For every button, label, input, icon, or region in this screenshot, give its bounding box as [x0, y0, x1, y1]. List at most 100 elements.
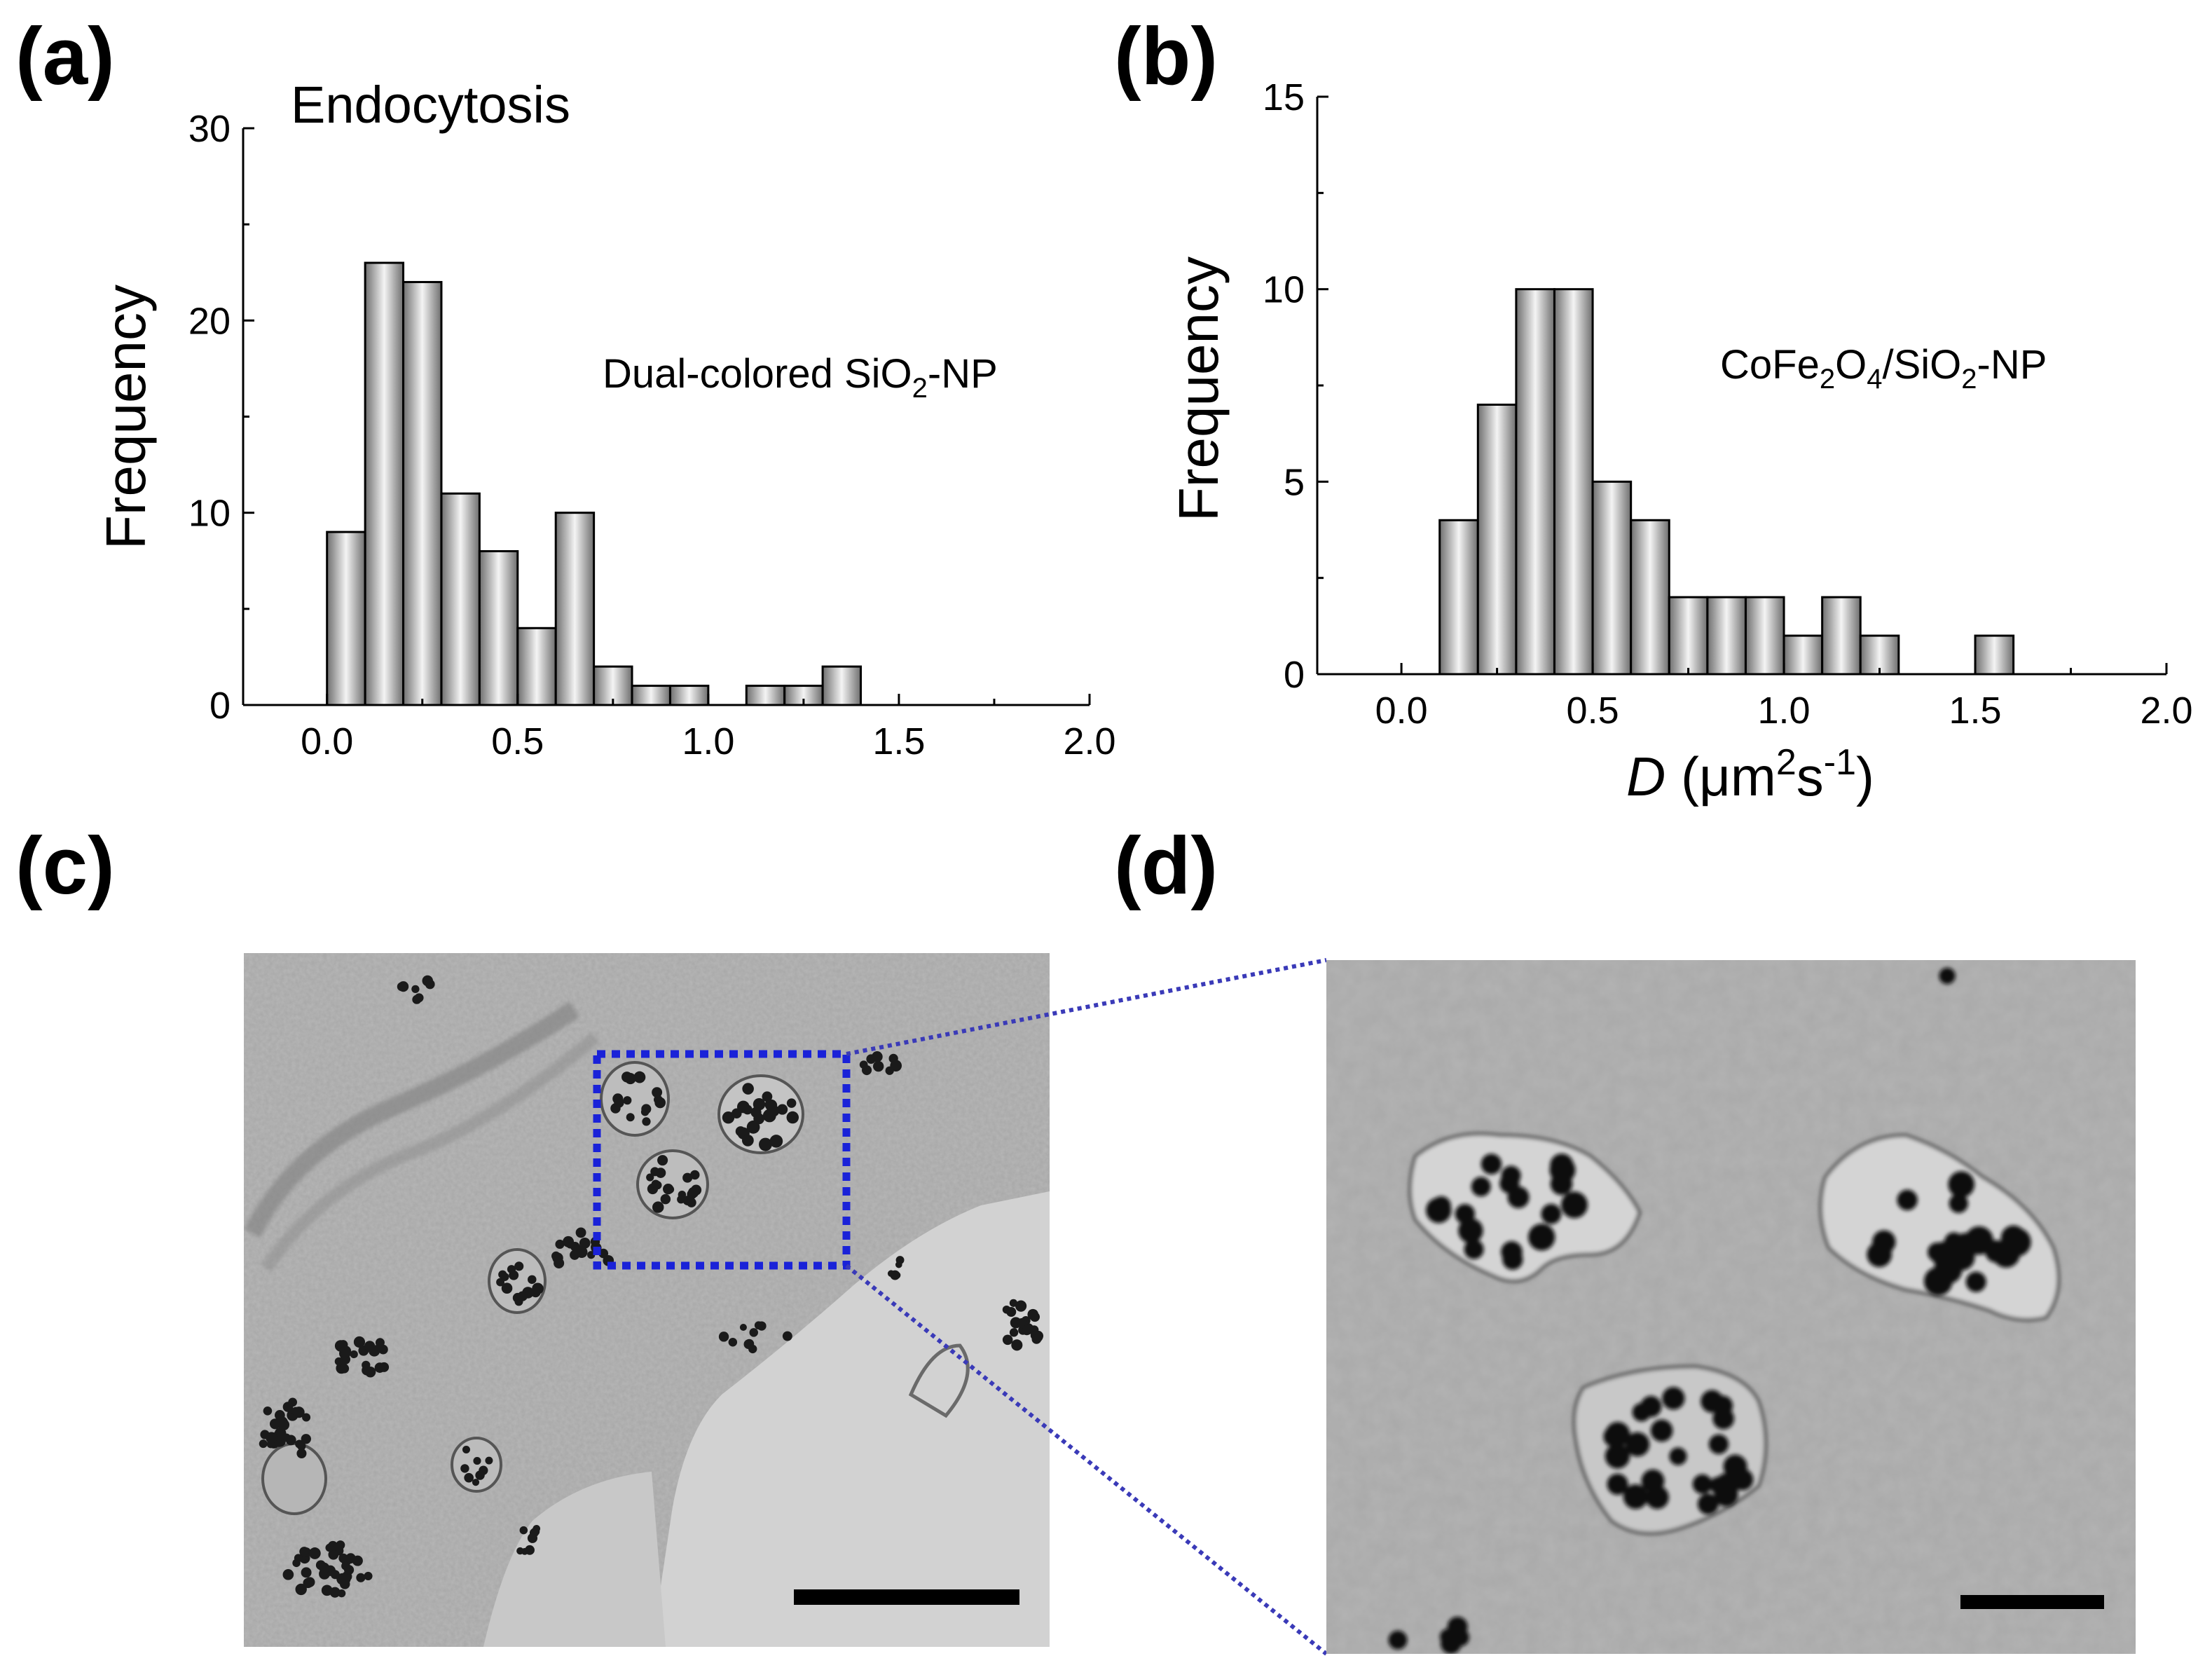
bar-b-0	[1438, 519, 1479, 676]
axes-a	[242, 127, 1091, 706]
nanoparticle	[782, 1331, 792, 1341]
tick-labels-a: 0.0 0.5 1.0 1.5 2.0 0 10 20 30	[188, 108, 1116, 762]
bar-b-1	[1476, 403, 1518, 676]
nanoparticle	[642, 1117, 651, 1126]
nanoparticle	[507, 1265, 516, 1274]
panel-label-c: (c)	[15, 820, 115, 911]
nanoparticle	[728, 1338, 738, 1347]
nanoparticle	[345, 1553, 356, 1564]
nanoparticle	[660, 1193, 671, 1205]
tick-labels-b: 0.0 0.5 1.0 1.5 2.0 0 5 10 15	[1263, 76, 2193, 732]
nanoparticle	[294, 1554, 303, 1563]
nanoparticle	[753, 1113, 764, 1125]
bar-b-7	[1706, 596, 1747, 676]
tem-micrograph-overview	[244, 953, 1050, 1647]
bar-a-12	[821, 665, 863, 706]
nanoparticle	[1550, 1172, 1573, 1196]
nanoparticle	[341, 1561, 350, 1570]
nanoparticle	[1541, 1203, 1562, 1224]
chart-a-title: Endocytosis	[291, 76, 570, 134]
tem-micrograph-zoom	[1326, 960, 2136, 1654]
nanoparticle	[722, 1111, 735, 1124]
nanoparticle	[334, 1357, 343, 1366]
nanoparticle	[303, 1577, 313, 1589]
nanoparticle	[1560, 1191, 1588, 1219]
nanoparticle	[1451, 1628, 1469, 1647]
nanoparticle	[1632, 1403, 1651, 1422]
nanoparticle	[1605, 1444, 1630, 1469]
nanoparticle	[748, 1344, 757, 1354]
nanoparticle	[328, 1549, 339, 1560]
nanoparticle	[651, 1179, 661, 1189]
bar-b-6	[1668, 596, 1709, 676]
nanoparticle	[339, 1579, 350, 1589]
y-tick-label: 15	[1263, 76, 1305, 118]
nanoparticle	[519, 1526, 528, 1535]
chart-a-annotation: Dual-colored SiO2-NP	[603, 351, 998, 404]
bar-b-2	[1515, 288, 1555, 676]
nanoparticle	[295, 1439, 304, 1449]
bars-b	[1438, 288, 2015, 676]
nanoparticle	[1965, 1271, 1986, 1292]
nanoparticle	[1502, 1249, 1523, 1270]
nanoparticle	[1388, 1630, 1408, 1650]
nanoparticle	[859, 1060, 868, 1069]
y-tick-label: 0	[1284, 654, 1305, 696]
nanoparticle	[646, 1173, 654, 1182]
nanoparticle	[587, 1251, 596, 1259]
nanoparticle	[353, 1336, 366, 1348]
bar-a-6	[554, 512, 596, 706]
nanoparticle	[614, 1097, 624, 1108]
zoom-region-box	[593, 1050, 851, 1270]
nanoparticle	[301, 1434, 311, 1444]
nanoparticle	[1650, 1419, 1673, 1442]
nanoparticle	[501, 1282, 513, 1294]
nanoparticle	[736, 1100, 750, 1114]
bar-b-9	[1782, 634, 1824, 676]
nanoparticle	[1471, 1177, 1491, 1197]
nanoparticle	[654, 1097, 666, 1109]
nanoparticle	[1948, 1171, 1975, 1198]
nanoparticle	[575, 1227, 586, 1238]
nanoparticle	[302, 1413, 311, 1422]
nanoparticle	[472, 1479, 480, 1486]
nanoparticle	[655, 1168, 666, 1178]
nanoparticle	[325, 1543, 334, 1552]
bar-a-8	[631, 685, 671, 706]
bar-a-1	[364, 261, 405, 706]
bar-b-5	[1630, 519, 1670, 676]
nanoparticle	[579, 1238, 591, 1249]
nanoparticle	[682, 1172, 693, 1183]
lumen-region	[483, 1472, 666, 1647]
vesicle-2	[1819, 1133, 2061, 1322]
bar-b-11	[1859, 634, 1900, 676]
nanoparticle-dots-d	[1388, 967, 2031, 1654]
nanoparticle	[626, 1113, 635, 1122]
nanoparticle	[657, 1155, 668, 1166]
nanoparticle	[1481, 1154, 1502, 1175]
nanoparticle	[296, 1448, 307, 1459]
nanoparticle	[282, 1433, 291, 1442]
nanoparticle	[575, 1246, 588, 1259]
nanoparticle	[872, 1060, 884, 1072]
nanoparticle	[690, 1170, 700, 1180]
bar-a-0	[326, 531, 366, 706]
nanoparticle	[666, 1185, 675, 1193]
nanoparticle	[718, 1332, 729, 1342]
nanoparticle	[321, 1585, 333, 1596]
nanoparticle	[1528, 1224, 1555, 1251]
bar-a-4	[478, 550, 519, 706]
nanoparticle	[299, 1547, 310, 1556]
y-tick-label: 0	[209, 685, 231, 727]
nanoparticle	[741, 1134, 754, 1147]
nanoparticle	[1662, 1387, 1685, 1410]
nanoparticle	[330, 1588, 340, 1598]
nanoparticle	[652, 1087, 663, 1098]
nanoparticle	[379, 1362, 390, 1372]
nanoparticle	[1939, 967, 1956, 985]
x-tick-label: 2.0	[2140, 690, 2192, 732]
nanoparticle	[356, 1573, 366, 1582]
x-tick-label: 0.0	[301, 720, 353, 762]
nanoparticle	[339, 1364, 350, 1374]
